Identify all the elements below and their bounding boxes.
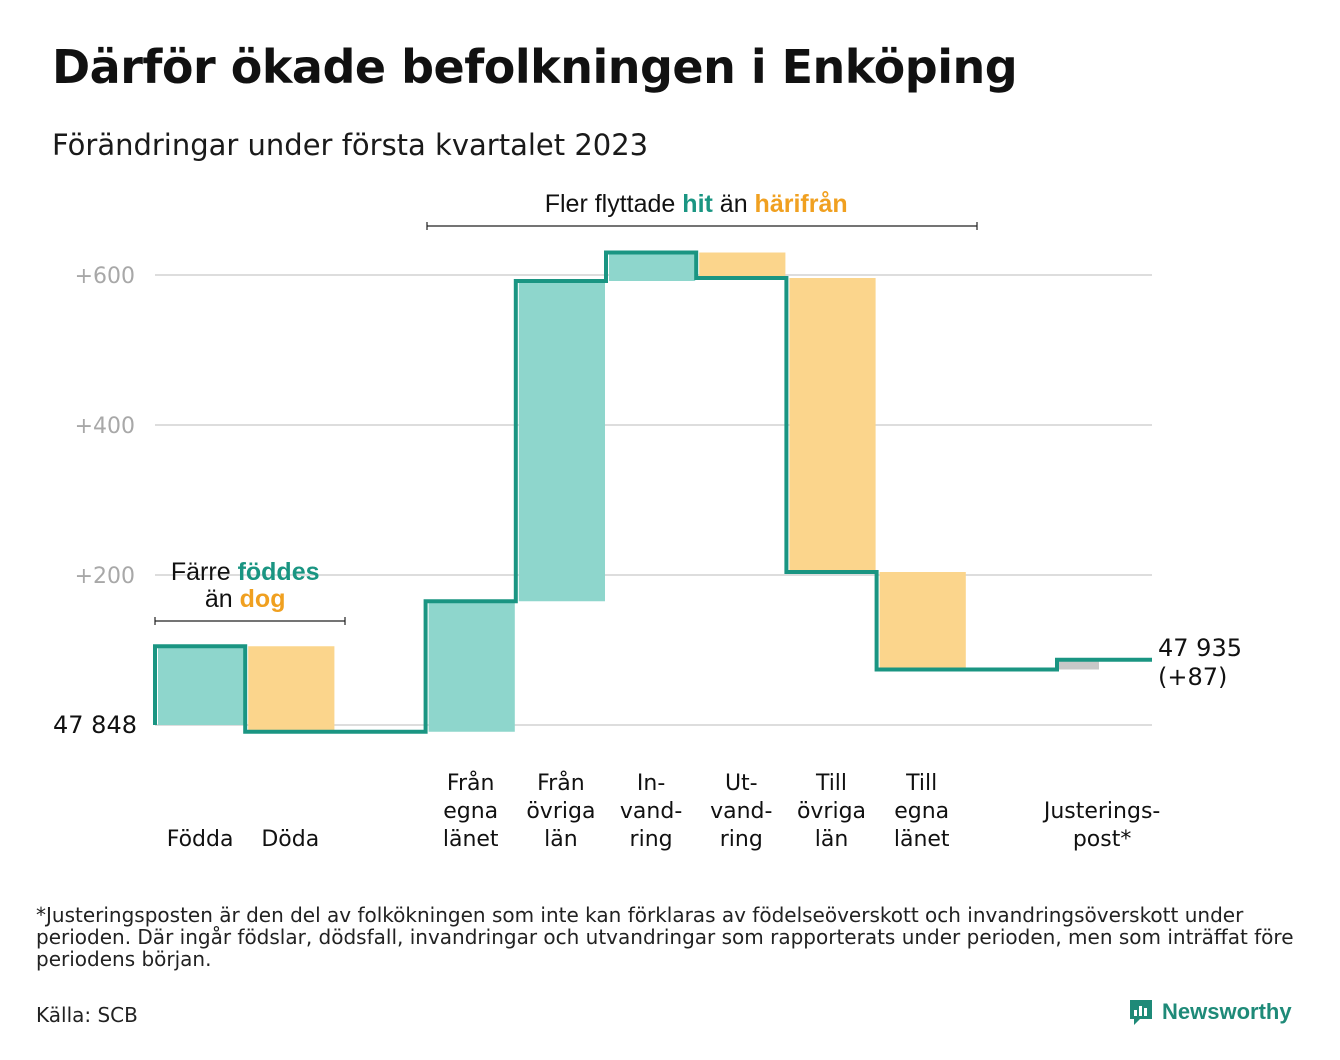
category-label-till-egna: länet <box>894 827 950 852</box>
y-tick-label: +200 <box>75 564 135 589</box>
brand-logo: Newsworthy <box>1128 998 1292 1026</box>
bar-till-egna <box>879 572 966 670</box>
annotation-migration-text: Fler flyttade hit än härifrån <box>545 190 848 218</box>
category-label-till-ovriga: övriga <box>797 799 866 824</box>
category-label-fran-egna: Från <box>447 770 495 796</box>
y-tick-label: +600 <box>75 264 135 289</box>
category-label-till-ovriga: Till <box>815 771 847 796</box>
category-label-fran-egna: länet <box>443 827 499 852</box>
bar-doda <box>248 646 335 732</box>
category-label-fran-ovriga: län <box>544 827 578 852</box>
bar-justering <box>1059 659 1099 670</box>
waterfall-chart: +200 +400 +600 47 848 47 935(+87) Födda Döda Fr… <box>53 190 1242 852</box>
newsworthy-icon <box>1130 1000 1152 1025</box>
category-label-utvandring: ring <box>720 827 763 852</box>
category-label-justering: post* <box>1073 827 1132 852</box>
brand-name: Newsworthy <box>1162 999 1292 1024</box>
bar-till-ovriga <box>789 278 876 572</box>
source-note: Källa: SCB <box>36 1003 138 1027</box>
bar-invandring <box>609 252 696 281</box>
annotation-births-plain: Färre <box>171 558 238 586</box>
category-label-justering: Justerings- <box>1042 799 1161 824</box>
cumulative-step-line <box>153 250 1152 734</box>
category-label-invandring: ring <box>630 827 673 852</box>
category-label-till-ovriga: län <box>815 827 849 852</box>
category-label-invandring: In- <box>637 771 665 796</box>
bar-fodda <box>158 646 245 725</box>
annotation-births-hit: föddes <box>238 558 320 586</box>
annotation-migration-plain: Fler flyttade <box>545 190 683 218</box>
end-change-label: (+87) <box>1158 663 1227 691</box>
category-label-fran-ovriga: Från <box>537 770 585 796</box>
category-label-fran-ovriga: övriga <box>526 799 595 824</box>
category-label-fodda: Födda <box>167 827 234 852</box>
annotation-births-plain: än <box>205 585 240 613</box>
footnote: *Justeringsposten är den del av folkökni… <box>36 903 1294 971</box>
annotation-migration-plain: än <box>713 190 755 218</box>
category-label-fran-egna: egna <box>443 799 498 824</box>
bar-utvandring <box>699 252 786 278</box>
annotation-migration-harifran: härifrån <box>755 190 848 218</box>
start-value-label: 47 848 <box>53 711 137 739</box>
category-label-invandring: vand- <box>620 799 682 824</box>
category-label-utvandring: vand- <box>710 799 772 824</box>
annotation-migration-hit: hit <box>682 190 713 218</box>
chart-title: Därför ökade befolkningen i Enköping <box>52 40 1018 94</box>
bar-fran-ovriga <box>518 281 605 602</box>
category-label-doda: Döda <box>261 827 319 852</box>
category-label-utvandring: Ut- <box>725 771 758 796</box>
y-tick-label: +400 <box>75 414 135 439</box>
category-label-till-egna: egna <box>894 799 949 824</box>
end-value-label: 47 935 <box>1158 634 1242 662</box>
annotation-births-harifran: dog <box>240 585 286 613</box>
bar-fran-egna <box>428 601 515 732</box>
chart-subtitle: Förändringar under första kvartalet 2023 <box>52 128 649 162</box>
category-label-till-egna: Till <box>905 771 937 796</box>
annotation-births-text: Färre föddes <box>171 558 320 586</box>
annotation-births-text: än dog <box>205 585 286 613</box>
